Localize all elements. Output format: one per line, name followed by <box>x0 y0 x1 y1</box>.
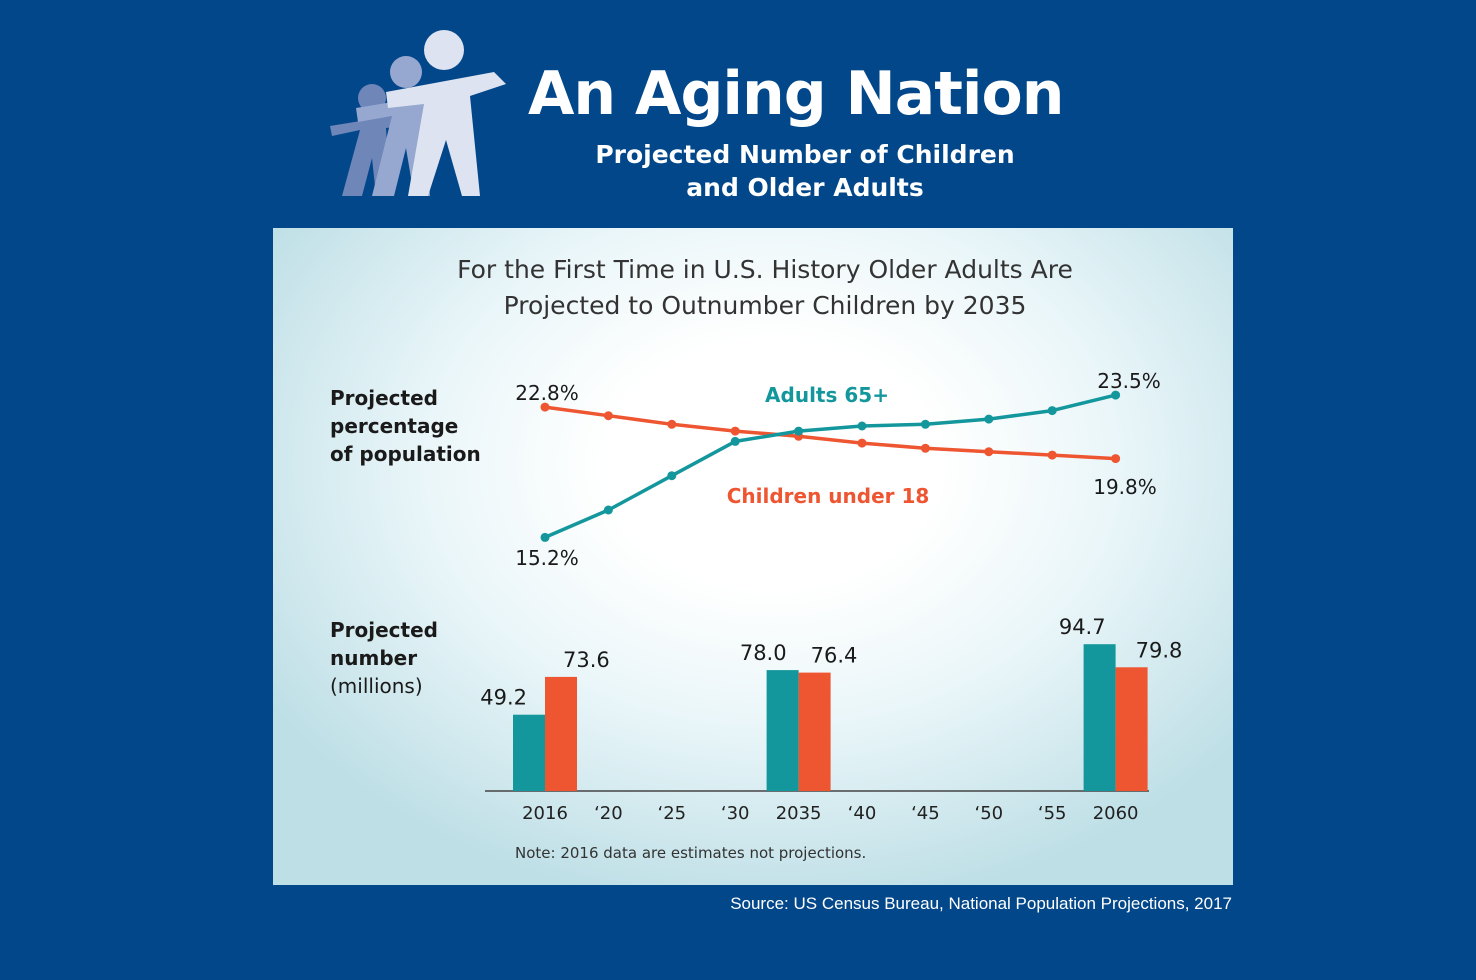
adults-point-2020 <box>603 505 613 515</box>
adults-end-label: 23.5% <box>1097 369 1161 393</box>
adults-point-2035 <box>794 426 804 436</box>
bar-ylabel-1: Projected <box>330 618 438 642</box>
children-start-label: 22.8% <box>515 381 579 405</box>
children-point-2020 <box>603 411 613 421</box>
subtitle: Projected Number of Children and Older A… <box>540 138 1070 204</box>
children-point-2016 <box>540 402 550 412</box>
adults-point-2060 <box>1111 390 1121 400</box>
children-point-2040 <box>857 438 867 448</box>
children-point-2055 <box>1047 450 1057 460</box>
x-tick-label: ‘50 <box>974 803 1003 824</box>
main-title: An Aging Nation <box>528 59 1064 129</box>
adults-start-label: 15.2% <box>515 546 579 570</box>
bar-adults-2060 <box>1083 644 1116 791</box>
x-tick-label: ‘25 <box>657 803 686 824</box>
chart-note: Note: 2016 data are estimates not projec… <box>515 844 866 862</box>
x-tick-label: ‘45 <box>911 803 940 824</box>
adults-point-2030 <box>730 436 740 446</box>
subtitle-line-2: and Older Adults <box>686 173 924 202</box>
bar-label-adults-2016: 49.2 <box>480 686 527 710</box>
bar-label-adults-2035: 78.0 <box>740 641 787 665</box>
x-tick-label: ‘30 <box>721 803 750 824</box>
bar-adults-2035 <box>766 670 799 791</box>
subtitle-line-1: Projected Number of Children <box>595 140 1015 169</box>
bar-label-children-2035: 76.4 <box>811 644 858 668</box>
children-point-2060 <box>1111 454 1121 464</box>
chart-panel: For the First Time in U.S. History Older… <box>273 228 1233 885</box>
x-tick-label: 2016 <box>522 803 568 824</box>
x-tick-label: 2035 <box>776 803 822 824</box>
children-point-2050 <box>984 447 994 457</box>
bar-chart: 49.2 73.6 78.0 76.4 94.7 79.8 <box>480 615 1182 791</box>
children-series-label: Children under 18 <box>727 484 930 508</box>
children-point-2045 <box>920 443 930 453</box>
x-tick-label: ‘40 <box>848 803 877 824</box>
line-ylabel-1: Projected <box>330 386 438 410</box>
bar-label-adults-2060: 94.7 <box>1059 615 1106 639</box>
x-tick-label: 2060 <box>1093 803 1139 824</box>
adults-series-label: Adults 65+ <box>765 383 889 407</box>
chart-title-line-2: Projected to Outnumber Children by 2035 <box>504 291 1027 320</box>
line-ylabel-3: of population <box>330 442 481 466</box>
bar-ylabel-unit: (millions) <box>330 674 423 698</box>
bar-label-children-2060: 79.8 <box>1136 638 1183 662</box>
bar-children-2016 <box>545 676 577 791</box>
children-point-2030 <box>730 426 740 436</box>
bar-ylabel-2: number <box>330 646 417 670</box>
people-logo-icon <box>330 30 506 196</box>
chart-title-line-1: For the First Time in U.S. History Older… <box>457 255 1073 284</box>
adults-point-2045 <box>920 419 930 429</box>
bar-children-2060 <box>1115 667 1148 791</box>
chart-svg: For the First Time in U.S. History Older… <box>330 255 1182 862</box>
bar-children-2035 <box>798 672 831 791</box>
adults-point-2050 <box>984 414 994 424</box>
adults-point-2040 <box>857 421 867 431</box>
line-ylabel-2: percentage <box>330 414 458 438</box>
bar-adults-2016 <box>513 714 545 791</box>
adults-line <box>544 393 1117 540</box>
x-axis-ticks: 2016 ‘20 ‘25 ‘30 2035 ‘40 ‘45 ‘50 ‘55 2060 <box>522 803 1138 824</box>
x-tick-label: ‘55 <box>1038 803 1067 824</box>
source-credit: Source: US Census Bureau, National Popul… <box>730 894 1232 913</box>
children-line <box>544 405 1116 461</box>
adults-point-2055 <box>1047 406 1057 416</box>
adults-point-2016 <box>540 532 550 542</box>
children-end-label: 19.8% <box>1093 475 1157 499</box>
line-chart <box>540 390 1121 542</box>
children-point-2025 <box>667 419 677 429</box>
bar-label-children-2016: 73.6 <box>563 648 610 672</box>
x-tick-label: ‘20 <box>594 803 623 824</box>
adults-point-2025 <box>667 471 677 481</box>
